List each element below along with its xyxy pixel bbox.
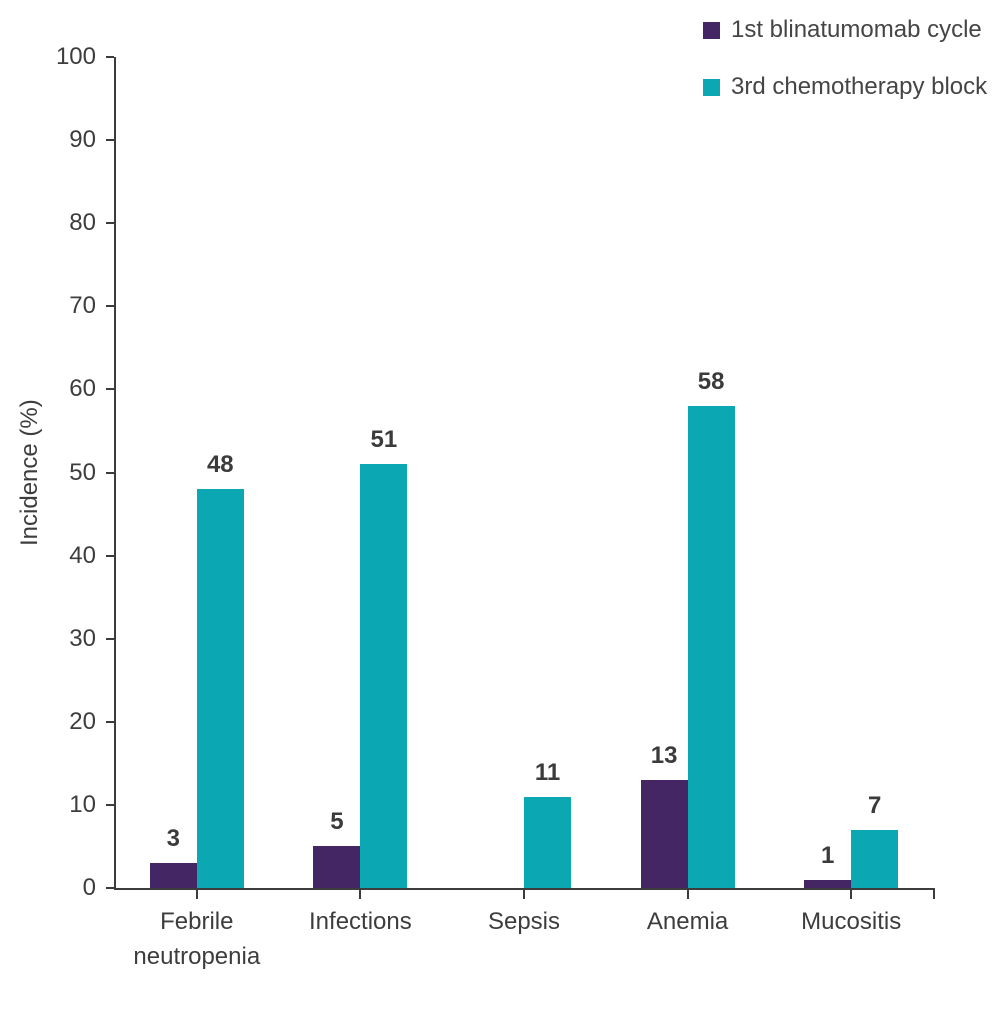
y-tick-label: 80: [69, 209, 96, 237]
y-tick: [106, 471, 114, 474]
legend-label: 1st blinatumomab cycle: [731, 16, 982, 43]
x-tick: [523, 890, 525, 899]
category-label: Anemia: [646, 908, 729, 935]
bar: [313, 846, 361, 888]
y-tick: [106, 720, 114, 723]
bar: [687, 406, 735, 888]
value-label: 3: [166, 825, 180, 853]
bar: [524, 796, 571, 888]
legend-label: 3rd chemotherapy block: [731, 73, 988, 100]
y-tick-label: 70: [69, 292, 96, 320]
category-label: Infections: [309, 908, 412, 935]
y-tick-label: 30: [69, 624, 96, 652]
value-label: 5: [330, 808, 344, 836]
category-label: Mucositis: [801, 908, 902, 935]
y-tick-label: 40: [69, 541, 96, 569]
y-tick-label: 20: [69, 707, 96, 735]
value-label: 11: [534, 758, 561, 786]
y-tick: [106, 305, 114, 308]
y-tick-label: 100: [55, 43, 96, 70]
bar: [149, 863, 197, 888]
y-tick: [106, 56, 114, 58]
y-tick-label: 10: [69, 790, 96, 818]
y-tick-label: 90: [69, 126, 96, 154]
y-tick: [106, 554, 114, 557]
y-tick: [106, 388, 114, 391]
value-label: 1: [821, 841, 835, 869]
value-label: 7: [868, 791, 882, 819]
category-label: Febrile neutropenia: [133, 908, 261, 970]
legend-item-3rd-chemotherapy-block: 3rd chemotherapy block: [703, 73, 987, 101]
x-tick: [195, 890, 198, 899]
value-label: 51: [370, 426, 398, 454]
value-label: 58: [697, 368, 725, 396]
y-tick: [106, 887, 114, 889]
legend-swatch-1st-blinatumomab-cycle: [703, 21, 720, 39]
y-tick-label: 0: [82, 874, 96, 901]
x-axis-line: [114, 888, 935, 890]
y-tick-label: 50: [69, 458, 96, 486]
legend-item-1st-blinatumomab-cycle: 1st blinatumomab cycle: [703, 16, 987, 44]
x-tick: [850, 890, 853, 899]
y-axis-line: [114, 57, 116, 890]
y-tick: [106, 803, 114, 806]
y-tick: [106, 637, 114, 640]
legend-swatch-3rd-chemotherapy-block: [703, 78, 720, 96]
legend: 1st blinatumomab cycle 3rd chemotherapy …: [703, 16, 987, 101]
bar: [196, 489, 244, 888]
y-tick: [106, 222, 114, 225]
y-tick: [106, 139, 114, 142]
bar: [851, 829, 899, 888]
x-tick: [933, 890, 935, 899]
bar: [360, 464, 408, 888]
bar: [640, 779, 688, 888]
y-tick-label: 60: [69, 375, 96, 403]
x-tick: [359, 890, 362, 899]
value-label: 48: [206, 451, 234, 479]
category-label: Sepsis: [487, 908, 561, 935]
value-label: 13: [650, 741, 678, 769]
bar: [804, 879, 852, 888]
x-tick: [686, 890, 689, 899]
